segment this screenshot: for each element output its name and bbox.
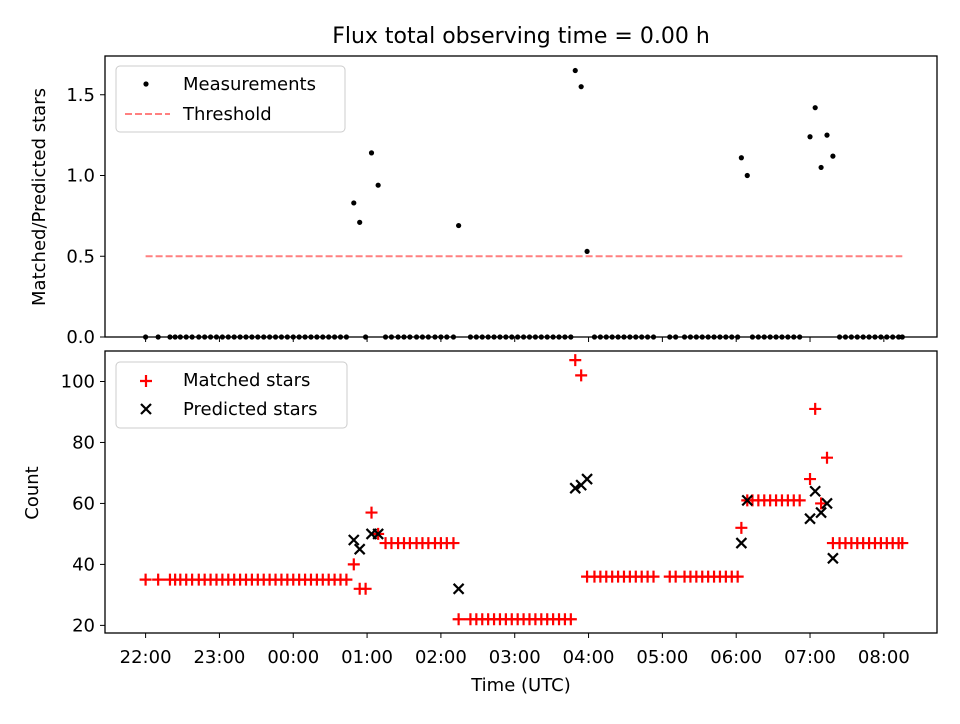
- top-y-ticks: 0.0 0.5 1.0 1.5: [66, 85, 105, 348]
- legend-measurements-label: Measurements: [183, 74, 316, 95]
- measurement-point: [584, 248, 590, 255]
- x-tick-label: 05:00: [636, 647, 688, 668]
- measurement-point: [375, 182, 381, 188]
- x-tick-label: 03:00: [489, 647, 541, 668]
- top-x-ticks: [145, 337, 885, 342]
- matched-star-point: [340, 573, 353, 586]
- matched-star-point: [347, 558, 360, 571]
- matched-star-point: [647, 570, 660, 583]
- x-axis-label: Time (UTC): [470, 675, 571, 696]
- bottom-y-tick-label: 80: [72, 432, 95, 453]
- predicted-star-point: [353, 543, 366, 555]
- x-tick-label: 02:00: [415, 647, 467, 668]
- matched-star-point: [447, 537, 460, 550]
- x-tick-label: 22:00: [120, 647, 172, 668]
- legend-predicted-label: Predicted stars: [183, 399, 317, 420]
- measurement-point: [357, 219, 363, 225]
- matched-star-point: [815, 497, 828, 510]
- legend-predicted-marker: [140, 403, 152, 415]
- bottom-y-tick-label: 40: [72, 554, 95, 575]
- predicted-star-point: [827, 552, 839, 565]
- x-tick-label: 00:00: [267, 647, 319, 668]
- measurement-point: [744, 172, 750, 179]
- top-axes-frame: [104, 55, 938, 338]
- matched-star-point: [139, 573, 152, 586]
- x-tick-label: 06:00: [710, 647, 762, 668]
- bottom-panel: 20 40 60 80 100 22:00 23:00 00:00 01:00 02:00 03:…: [22, 350, 938, 696]
- measurement-point: [456, 222, 462, 229]
- matched-star-point: [564, 613, 577, 626]
- bottom-plot-area: [139, 354, 909, 626]
- measurement-point: [807, 134, 813, 140]
- measurement-point: [351, 200, 357, 206]
- top-plot-area: [143, 67, 905, 340]
- chart-title: Flux total observing time = 0.00 h: [332, 24, 710, 49]
- measurement-point: [368, 150, 375, 156]
- legend-matched-label: Matched stars: [183, 370, 310, 391]
- legend-threshold-label: Threshold: [182, 104, 272, 125]
- bottom-x-ticks: 22:00 23:00 00:00 01:00 02:00 03:00 04:00 05:00…: [120, 633, 910, 668]
- predicted-star-point: [372, 528, 384, 540]
- predicted-star-point: [452, 583, 465, 595]
- measurement-point: [818, 164, 824, 171]
- x-tick-label: 23:00: [193, 647, 245, 668]
- bottom-axes-frame: [104, 350, 938, 634]
- x-tick-label: 07:00: [784, 647, 836, 668]
- matched-star-point: [804, 473, 817, 486]
- measurement-point: [572, 67, 578, 74]
- legend-measurements-marker: [143, 81, 149, 87]
- x-tick-label: 08:00: [858, 647, 910, 668]
- matched-star-point: [359, 582, 372, 595]
- measurement-point: [578, 84, 584, 90]
- bottom-y-tick-label: 60: [72, 493, 95, 514]
- predicted-star-point: [804, 512, 816, 525]
- top-legend: Measurements Threshold: [115, 65, 346, 133]
- top-y-tick-label: 1.5: [66, 85, 95, 106]
- top-y-tick-label: 0.0: [66, 327, 95, 348]
- top-y-tick-label: 0.5: [66, 246, 95, 267]
- predicted-star-point: [735, 537, 748, 549]
- x-tick-label: 01:00: [341, 647, 393, 668]
- predicted-star-point: [809, 485, 821, 498]
- top-panel: 0.0 0.5 1.0 1.5 Matched/Predicted stars Mea…: [29, 55, 938, 348]
- matched-star-point: [569, 354, 582, 367]
- x-tick-label: 04:00: [563, 647, 615, 668]
- predicted-star-point: [741, 494, 754, 507]
- matched-star-point: [365, 506, 378, 519]
- matched-star-point: [821, 451, 834, 464]
- bottom-y-tick-label: 100: [61, 371, 95, 392]
- matched-star-point: [452, 613, 465, 626]
- bottom-y-axis-label: Count: [22, 466, 43, 519]
- predicted-star-point: [821, 497, 833, 510]
- matched-star-point: [793, 494, 806, 507]
- predicted-star-point: [348, 534, 360, 546]
- measurement-point: [812, 105, 818, 111]
- matched-star-point: [735, 521, 748, 534]
- bottom-y-ticks: 20 40 60 80 100: [61, 371, 105, 636]
- matched-star-point: [575, 369, 588, 382]
- predicted-star-point: [815, 506, 827, 519]
- legend-matched-marker: [140, 375, 152, 387]
- measurement-point: [830, 153, 836, 159]
- measurement-point: [738, 155, 744, 161]
- matched-star-point: [809, 402, 822, 415]
- matched-star-point: [896, 537, 909, 550]
- measurement-point: [824, 132, 830, 138]
- predicted-star-point: [569, 482, 582, 494]
- matched-star-point: [731, 570, 744, 583]
- predicted-star-point: [581, 473, 593, 485]
- bottom-legend: Matched stars Predicted stars: [115, 361, 348, 429]
- top-y-tick-label: 1.0: [66, 166, 95, 187]
- top-y-axis-label: Matched/Predicted stars: [29, 88, 50, 306]
- matched-star-point: [152, 573, 165, 586]
- bottom-y-tick-label: 20: [72, 615, 95, 636]
